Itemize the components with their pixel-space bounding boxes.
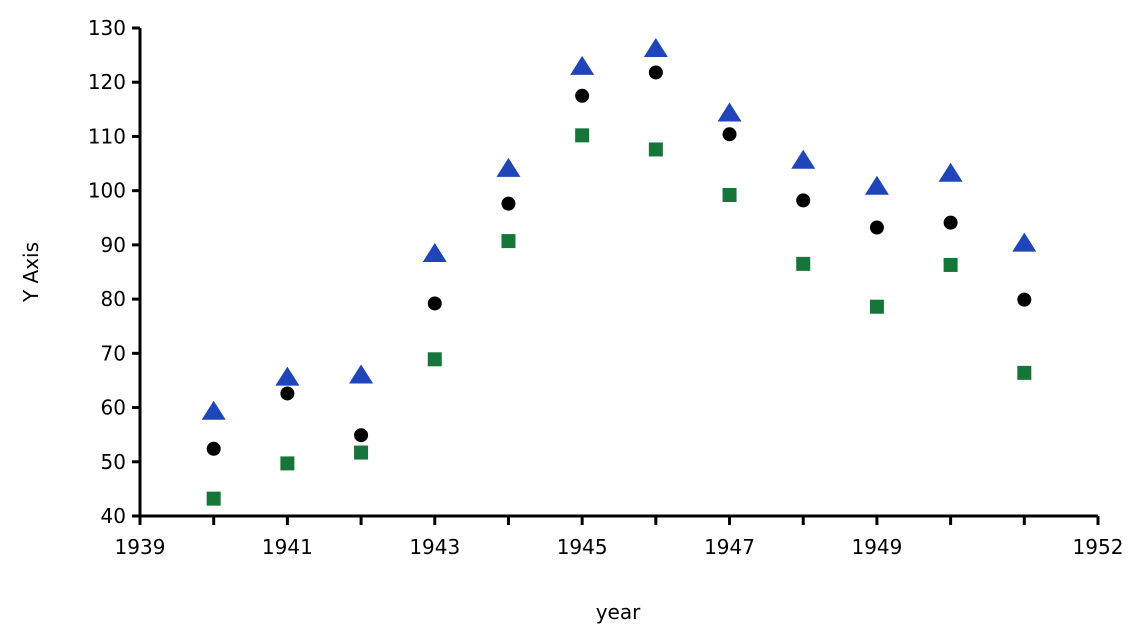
circle-point <box>722 127 737 142</box>
square-point <box>280 456 295 471</box>
x-axis-title: year <box>596 600 641 624</box>
triangle-point <box>422 242 447 262</box>
circle-point <box>1017 292 1032 307</box>
y-tick-label: 90 <box>101 233 126 257</box>
y-tick-label: 120 <box>88 70 126 94</box>
y-tick-label: 100 <box>88 179 126 203</box>
triangle-point <box>643 38 668 58</box>
triangle-point <box>717 102 742 122</box>
y-tick-label: 80 <box>101 287 126 311</box>
triangle-point <box>275 366 300 386</box>
square-point <box>648 142 663 157</box>
triangle-point <box>349 364 374 384</box>
square-point <box>796 256 811 271</box>
square-point <box>575 128 590 143</box>
y-tick-label: 40 <box>101 504 126 528</box>
axes: 40 50 60 70 80 90 100 110 120 130 1939 1941 1943 1945… <box>88 16 1124 559</box>
triangle-point <box>496 157 521 177</box>
square-point <box>943 257 958 272</box>
circle-point <box>575 88 590 103</box>
data-marks <box>201 38 1037 506</box>
circle-point <box>943 215 958 230</box>
square-point <box>722 188 737 203</box>
y-tick-label: 130 <box>88 16 126 40</box>
triangle-point <box>864 175 889 195</box>
square-point <box>354 445 369 460</box>
square-point <box>869 299 884 314</box>
triangle-point <box>1012 232 1037 252</box>
square-point <box>501 234 516 249</box>
y-tick-label: 110 <box>88 124 126 148</box>
circle-point <box>869 220 884 235</box>
square-point <box>1017 365 1032 380</box>
y-tick-label: 50 <box>101 450 126 474</box>
y-tick-label: 70 <box>101 341 126 365</box>
x-tick-label: 1947 <box>704 535 755 559</box>
circle-point <box>796 193 811 208</box>
y-axis-title: Y Axis <box>19 242 43 303</box>
x-tick-label: 1939 <box>115 535 166 559</box>
y-tick-label: 60 <box>101 396 126 420</box>
circle-point <box>280 386 295 401</box>
circle-point <box>648 65 663 80</box>
triangle-point <box>938 162 963 182</box>
circle-point <box>501 196 516 211</box>
x-tick-label: 1941 <box>262 535 313 559</box>
x-tick-label: 1945 <box>557 535 608 559</box>
triangle-point <box>791 149 816 169</box>
square-point <box>206 491 221 506</box>
circle-point <box>427 296 442 311</box>
x-tick-label: 1952 <box>1073 535 1124 559</box>
triangle-point <box>570 55 595 75</box>
triangle-point <box>201 400 226 420</box>
x-tick-label: 1949 <box>851 535 902 559</box>
circle-point <box>354 428 369 443</box>
circle-point <box>206 441 221 456</box>
square-point <box>427 352 442 367</box>
x-tick-label: 1943 <box>409 535 460 559</box>
